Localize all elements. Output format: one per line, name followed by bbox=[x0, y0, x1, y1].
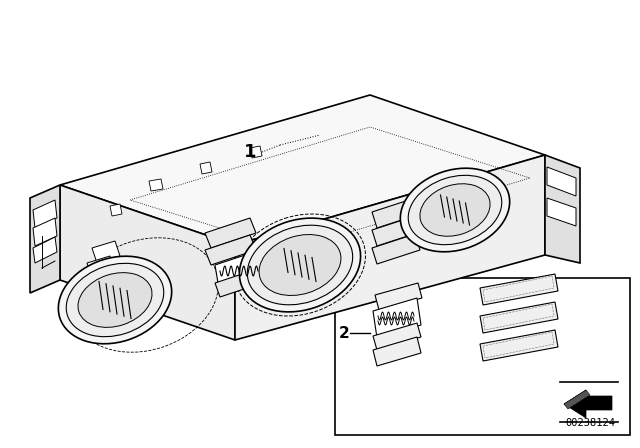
Polygon shape bbox=[545, 155, 580, 263]
Polygon shape bbox=[200, 162, 212, 174]
Polygon shape bbox=[373, 337, 421, 366]
Ellipse shape bbox=[78, 273, 152, 327]
Polygon shape bbox=[235, 155, 545, 340]
Polygon shape bbox=[149, 179, 163, 191]
Polygon shape bbox=[547, 167, 576, 196]
Polygon shape bbox=[60, 95, 545, 245]
Ellipse shape bbox=[66, 263, 164, 337]
Polygon shape bbox=[205, 235, 256, 265]
Polygon shape bbox=[480, 274, 558, 305]
Polygon shape bbox=[547, 198, 576, 226]
Polygon shape bbox=[33, 237, 57, 263]
Polygon shape bbox=[564, 390, 590, 409]
Polygon shape bbox=[564, 390, 612, 418]
Ellipse shape bbox=[58, 256, 172, 344]
Polygon shape bbox=[373, 323, 421, 350]
Polygon shape bbox=[30, 185, 60, 293]
Ellipse shape bbox=[408, 175, 502, 245]
Ellipse shape bbox=[239, 218, 360, 312]
Text: 2: 2 bbox=[339, 326, 350, 340]
Polygon shape bbox=[60, 185, 235, 340]
Polygon shape bbox=[33, 218, 57, 246]
Polygon shape bbox=[92, 241, 120, 263]
Polygon shape bbox=[480, 302, 558, 333]
Polygon shape bbox=[250, 146, 262, 158]
Polygon shape bbox=[372, 216, 420, 246]
Ellipse shape bbox=[420, 184, 490, 236]
Ellipse shape bbox=[401, 168, 509, 252]
Text: 00238124: 00238124 bbox=[565, 418, 615, 428]
Polygon shape bbox=[215, 250, 265, 295]
Polygon shape bbox=[335, 278, 630, 435]
Polygon shape bbox=[375, 283, 422, 310]
Polygon shape bbox=[110, 204, 122, 216]
Polygon shape bbox=[215, 268, 265, 297]
Ellipse shape bbox=[259, 234, 341, 296]
Polygon shape bbox=[33, 200, 57, 228]
Polygon shape bbox=[373, 298, 421, 338]
Text: 1: 1 bbox=[244, 143, 256, 161]
Polygon shape bbox=[205, 218, 256, 248]
Polygon shape bbox=[87, 256, 115, 279]
Polygon shape bbox=[372, 198, 420, 228]
Polygon shape bbox=[480, 330, 558, 361]
Polygon shape bbox=[372, 234, 420, 264]
Ellipse shape bbox=[247, 225, 353, 305]
